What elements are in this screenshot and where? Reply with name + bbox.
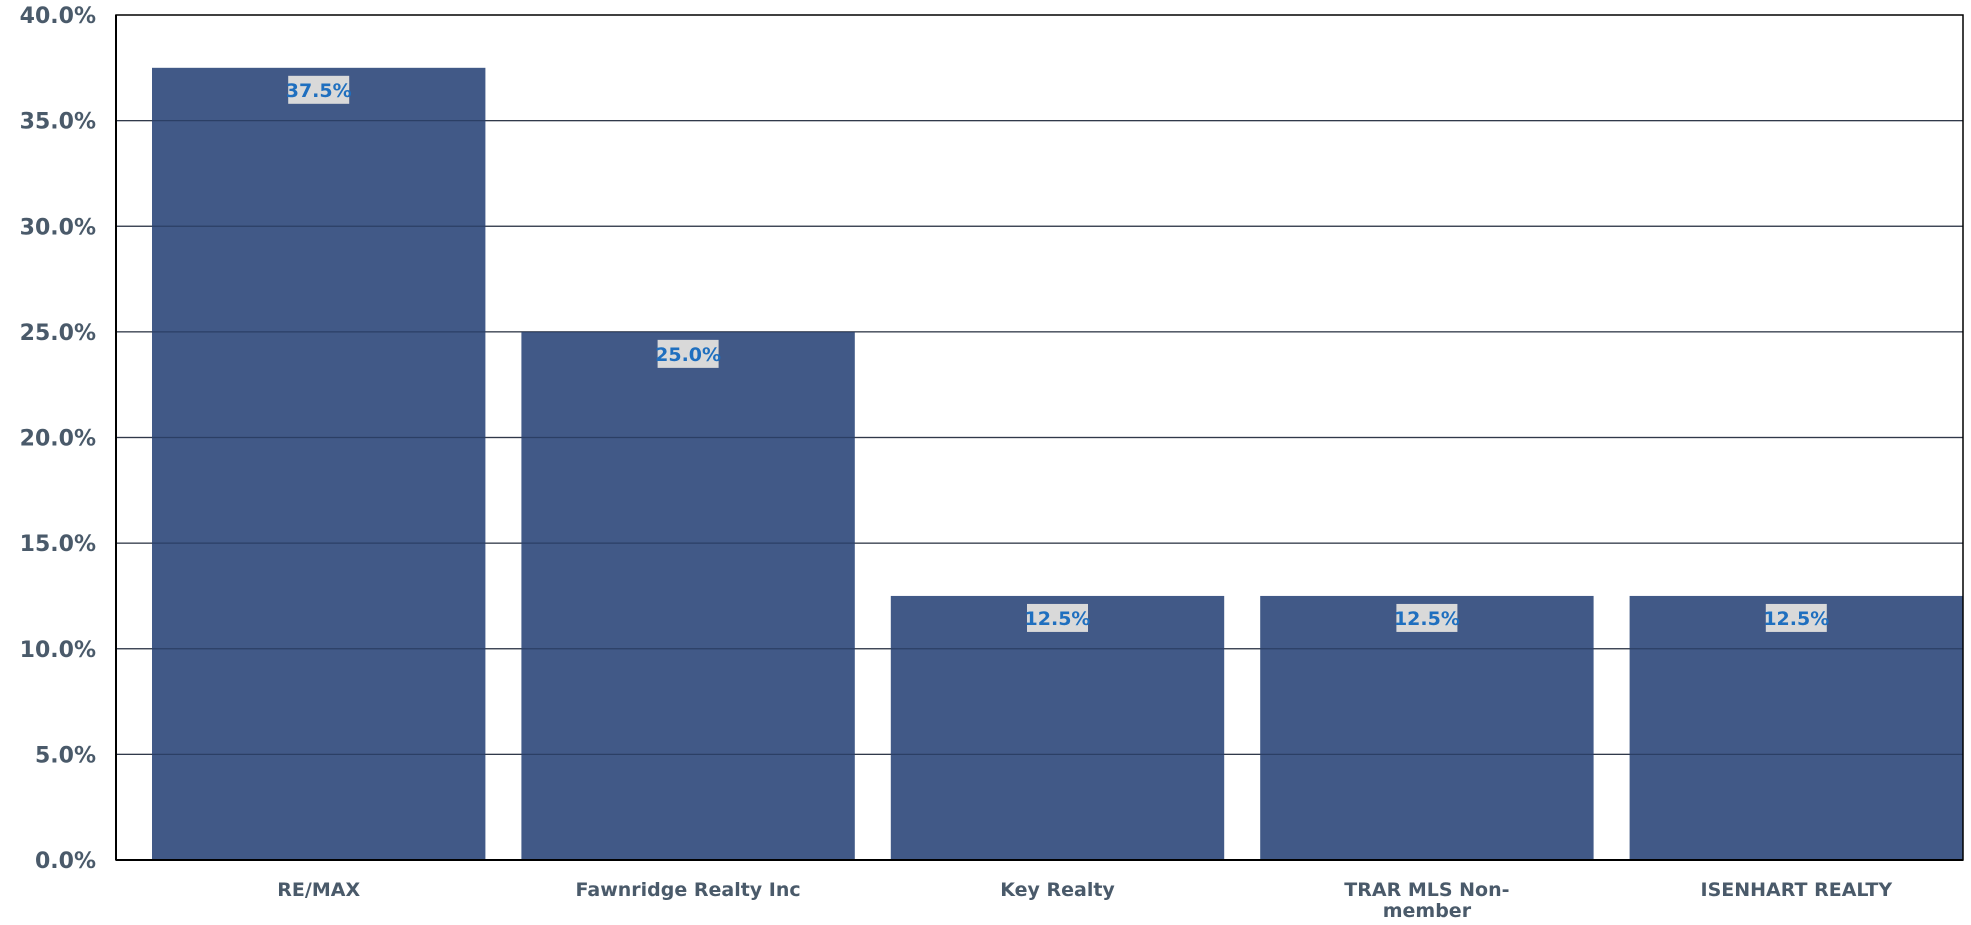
x-tick-label-line: ISENHART REALTY xyxy=(1701,879,1893,901)
y-tick-label: 40.0% xyxy=(20,4,96,29)
data-label-box xyxy=(288,75,350,104)
data-label: 12.5% xyxy=(1763,608,1829,630)
x-tick-label: ISENHART REALTY xyxy=(1701,879,1893,901)
x-tick-label-line: Fawnridge Realty Inc xyxy=(576,879,801,901)
bar xyxy=(152,67,486,860)
bars xyxy=(152,67,1963,860)
y-tick-label: 10.0% xyxy=(20,638,96,663)
x-tick-label: Key Realty xyxy=(1000,879,1115,901)
axes xyxy=(115,14,1964,861)
data-label-box xyxy=(1027,603,1088,632)
x-tick-label: Fawnridge Realty Inc xyxy=(576,879,801,901)
data-label: 12.5% xyxy=(1025,608,1091,630)
bar xyxy=(521,331,855,860)
y-tick-label: 20.0% xyxy=(20,427,96,452)
x-tick-label: TRAR MLS Non-member xyxy=(1344,879,1509,921)
x-tick-label-line: RE/MAX xyxy=(277,879,360,901)
x-tick-label: RE/MAX xyxy=(277,879,360,901)
y-tick-label: 35.0% xyxy=(20,110,96,135)
grid-lines-overlay xyxy=(116,120,1963,755)
y-tick-label: 5.0% xyxy=(35,743,96,768)
data-label-box xyxy=(1765,603,1827,632)
x-tick-label-line: Key Realty xyxy=(1000,879,1115,901)
x-tick-label-line: member xyxy=(1383,900,1472,921)
bar xyxy=(890,595,1225,860)
bar xyxy=(1629,595,1963,860)
data-label-box xyxy=(1396,603,1458,632)
bar xyxy=(1260,595,1594,860)
data-label: 25.0% xyxy=(655,344,721,366)
data-labels: 37.5% 25.0% 12.5% 12.5% 12.5% xyxy=(286,75,1829,632)
y-tick-label: 30.0% xyxy=(20,215,96,240)
data-label-box xyxy=(657,339,719,368)
y-tick-label: 25.0% xyxy=(20,321,96,346)
y-axis-ticks: 0.0% 5.0% 10.0% 15.0% 20.0% 25.0% 30.0% 35.0% 40… xyxy=(20,4,96,874)
data-label: 37.5% xyxy=(286,80,352,102)
data-label: 12.5% xyxy=(1394,608,1460,630)
x-axis-ticks: RE/MAX Fawnridge Realty Inc Key Realty TRAR… xyxy=(277,879,1893,922)
x-tick-label-line: TRAR MLS Non- xyxy=(1344,879,1509,901)
y-tick-label: 15.0% xyxy=(20,532,96,557)
y-tick-label: 0.0% xyxy=(35,849,96,874)
